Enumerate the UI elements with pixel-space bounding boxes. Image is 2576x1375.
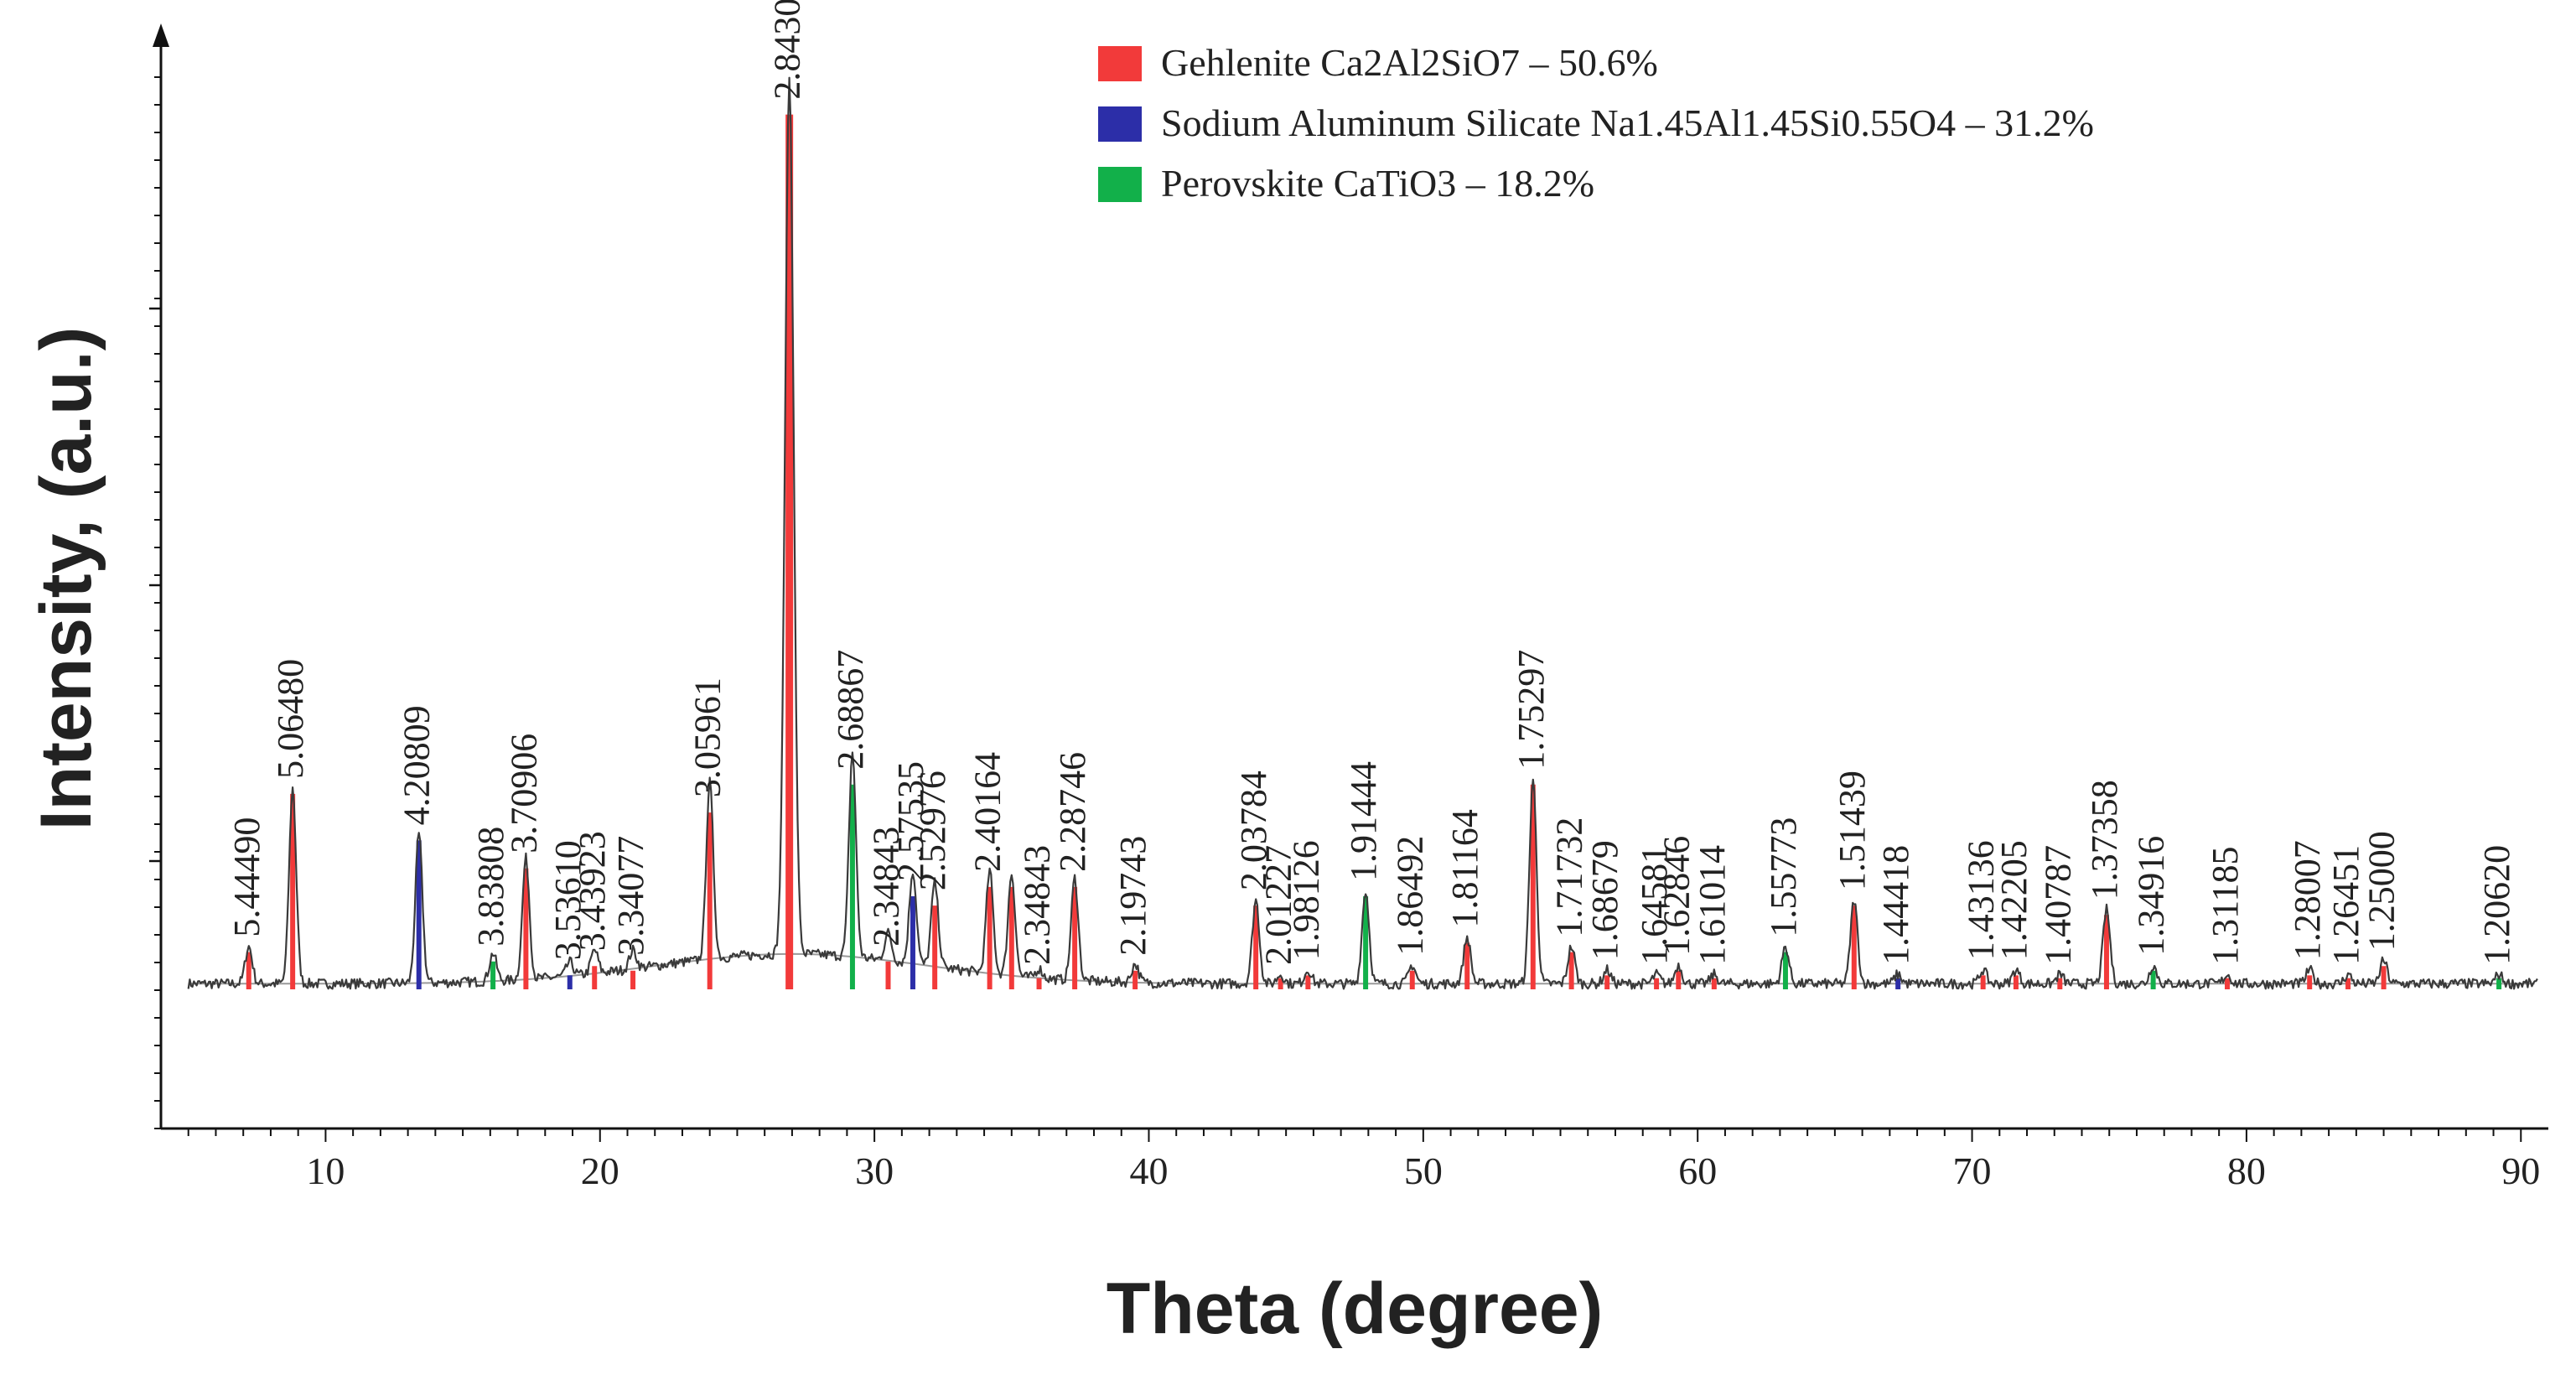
y-axis-title: Intensity, (a.u.) bbox=[26, 327, 106, 830]
peak-label: 2.84301 bbox=[767, 0, 808, 100]
peak-label: 3.70906 bbox=[503, 734, 544, 854]
peak-label: 1.64581 bbox=[1634, 845, 1675, 965]
peak-label: 2.40164 bbox=[967, 752, 1008, 872]
peak-label: 1.86492 bbox=[1390, 836, 1431, 956]
x-tick-label: 10 bbox=[306, 1149, 345, 1192]
baseline-layer bbox=[188, 952, 2535, 985]
peak-label: 3.83808 bbox=[470, 827, 511, 947]
peak-label: 1.51439 bbox=[1832, 771, 1873, 890]
peak-label: 1.91444 bbox=[1343, 761, 1384, 881]
x-tick-label: 80 bbox=[2227, 1149, 2266, 1192]
x-tick-label: 50 bbox=[1404, 1149, 1443, 1192]
x-tick-label: 30 bbox=[855, 1149, 894, 1192]
peak-label: 2.19743 bbox=[1112, 836, 1153, 956]
peak-label: 4.20809 bbox=[397, 705, 438, 825]
peak-label: 1.61014 bbox=[1692, 845, 1733, 965]
peak-label: 2.03784 bbox=[1233, 771, 1274, 890]
peak-label: 1.44418 bbox=[1875, 845, 1916, 965]
peak-label: 1.34916 bbox=[2131, 836, 2172, 956]
minor-ticks bbox=[149, 76, 161, 1129]
phase-bars bbox=[246, 114, 2502, 989]
peak-label: 3.34077 bbox=[610, 836, 651, 956]
peak-label: 1.37358 bbox=[2084, 780, 2125, 900]
peak-label: 5.44490 bbox=[226, 817, 267, 937]
peak-label: 3.43923 bbox=[572, 831, 613, 951]
legend-label-perovskite: Perovskite CaTiO3 – 18.2% bbox=[1161, 162, 1594, 205]
peak-label: 1.62846 bbox=[1656, 836, 1697, 956]
diffraction-pattern-line bbox=[187, 76, 2538, 990]
amorphous-baseline bbox=[188, 952, 2535, 985]
peak-label: 5.06480 bbox=[270, 659, 311, 779]
x-axis-title: Theta (degree) bbox=[1107, 1269, 1604, 1349]
pattern-layer bbox=[187, 76, 2538, 990]
peak-label: 1.26451 bbox=[2325, 845, 2366, 965]
peak-label: 2.68867 bbox=[830, 650, 871, 770]
peak-label: 2.34843 bbox=[866, 827, 907, 947]
peak-label: 2.57535 bbox=[890, 761, 931, 881]
peak-label: 2.01227 bbox=[1258, 845, 1299, 965]
legend-swatch-perovskite bbox=[1098, 167, 1142, 202]
x-tick-label: 90 bbox=[2501, 1149, 2540, 1192]
peak-label: 1.43136 bbox=[1961, 840, 2002, 960]
x-tick-label: 70 bbox=[1953, 1149, 1992, 1192]
peak-label: 1.71732 bbox=[1549, 817, 1590, 937]
peak-label: 1.42205 bbox=[1993, 840, 2034, 960]
peak-label: 1.31185 bbox=[2205, 847, 2246, 965]
peak-label: 2.52976 bbox=[912, 771, 953, 890]
x-tick-label: 60 bbox=[1678, 1149, 1717, 1192]
peak-label: 1.20620 bbox=[2476, 845, 2517, 965]
legend: Gehlenite Ca2Al2SiO7 – 50.6% Sodium Alum… bbox=[1098, 41, 2094, 205]
peak-label: 2.28746 bbox=[1052, 752, 1093, 872]
peak-label: 3.53610 bbox=[547, 840, 588, 960]
x-tick-label: 20 bbox=[581, 1149, 619, 1192]
peak-label: 1.81164 bbox=[1444, 809, 1485, 927]
peak-label: 1.75297 bbox=[1511, 650, 1552, 770]
peak-label: 1.25000 bbox=[2361, 831, 2402, 951]
peak-label: 1.55773 bbox=[1763, 817, 1804, 937]
peak-label: 1.28007 bbox=[2287, 840, 2328, 960]
y-axis-arrow bbox=[153, 23, 169, 47]
legend-swatch-sodium-aluminum-silicate bbox=[1098, 106, 1142, 142]
peak-label: 1.40787 bbox=[2037, 845, 2078, 965]
peak-label: 3.05961 bbox=[687, 677, 728, 797]
legend-label-sodium-aluminum-silicate: Sodium Aluminum Silicate Na1.45Al1.45Si0… bbox=[1161, 101, 2094, 144]
legend-label-gehlenite: Gehlenite Ca2Al2SiO7 – 50.6% bbox=[1161, 41, 1658, 84]
peak-label: 2.34843 bbox=[1017, 845, 1058, 965]
x-ticks: 10 20 30 40 50 60 70 80 90 bbox=[187, 1129, 2540, 1192]
x-tick-label: 40 bbox=[1129, 1149, 1168, 1192]
peak-label: 1.98126 bbox=[1285, 840, 1326, 960]
legend-swatch-gehlenite bbox=[1098, 46, 1142, 81]
peak-label: 1.68679 bbox=[1584, 840, 1625, 960]
